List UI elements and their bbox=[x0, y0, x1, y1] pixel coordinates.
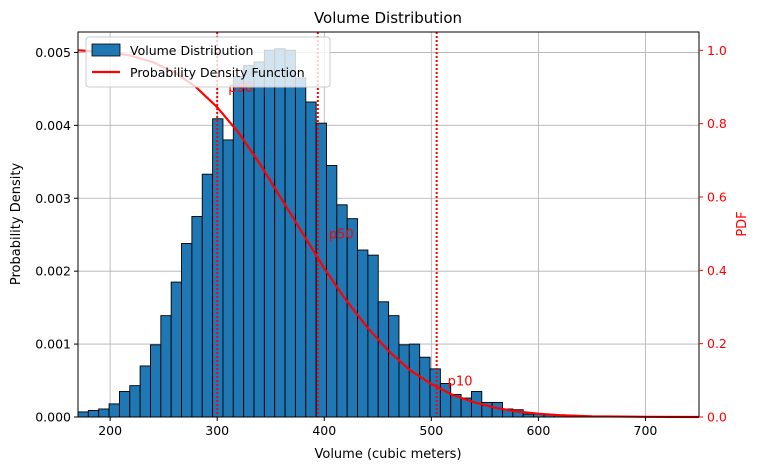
legend-swatch-histogram bbox=[91, 43, 121, 57]
y-tick-label: 0.000 bbox=[35, 410, 71, 425]
histogram-bar bbox=[98, 408, 110, 418]
chart-title: Volume Distribution bbox=[314, 9, 462, 27]
legend: Volume Distribution Probability Density … bbox=[85, 36, 331, 88]
histogram-bar bbox=[398, 344, 410, 418]
legend-label-pdf: Probability Density Function bbox=[130, 65, 305, 80]
legend-label-histogram: Volume Distribution bbox=[130, 43, 253, 58]
histogram-bar bbox=[263, 49, 276, 418]
histogram-bar bbox=[294, 77, 307, 418]
x-tick-label: 500 bbox=[419, 423, 443, 438]
histogram-bar bbox=[367, 254, 379, 418]
histogram-bar bbox=[170, 281, 182, 418]
y2-tick-label: 0.6 bbox=[707, 190, 727, 205]
legend-box bbox=[85, 36, 331, 88]
histogram-bar bbox=[305, 101, 317, 418]
histogram-bars bbox=[77, 48, 597, 418]
histogram-bar bbox=[388, 315, 400, 418]
histogram-bar bbox=[150, 344, 162, 418]
y2-tick-label: 0.2 bbox=[707, 336, 727, 351]
x-tick-label: 600 bbox=[526, 423, 550, 438]
histogram-bar bbox=[191, 216, 203, 418]
y-tick-label: 0.003 bbox=[35, 191, 71, 206]
histogram-bar bbox=[87, 409, 100, 418]
y2-axis-ticks: 0.0 0.2 0.4 0.6 0.8 1.0 bbox=[699, 43, 727, 425]
histogram-bar bbox=[139, 365, 151, 418]
y2-axis-label: PDF bbox=[735, 211, 750, 236]
x-tick-label: 700 bbox=[634, 423, 658, 438]
y-tick-label: 0.004 bbox=[35, 118, 71, 133]
histogram-bar bbox=[160, 315, 172, 418]
histogram-bar bbox=[326, 164, 338, 418]
percentile-lines bbox=[216, 32, 438, 417]
plot-frame bbox=[77, 31, 700, 418]
x-axis-label: Volume (cubic meters) bbox=[314, 447, 461, 462]
x-tick-label: 200 bbox=[98, 423, 122, 438]
histogram-bar bbox=[377, 301, 390, 418]
y2-tick-label: 0.0 bbox=[707, 410, 727, 425]
y2-tick-label: 1.0 bbox=[707, 43, 727, 58]
histogram-bar bbox=[274, 48, 286, 418]
x-axis-ticks: 200 300 400 500 600 700 bbox=[98, 417, 657, 438]
histogram-bar bbox=[284, 49, 296, 418]
histogram-bar bbox=[243, 65, 255, 418]
x-tick-label: 300 bbox=[205, 423, 229, 438]
x-tick-label: 400 bbox=[312, 423, 336, 438]
histogram-bar bbox=[108, 403, 120, 418]
percentile-label: p10 bbox=[448, 374, 473, 389]
histogram-bar bbox=[419, 356, 431, 418]
y-axis-ticks: 0.000 0.001 0.002 0.003 0.004 0.005 bbox=[35, 45, 78, 425]
y2-tick-label: 0.8 bbox=[707, 116, 727, 131]
y-tick-label: 0.005 bbox=[35, 45, 71, 60]
histogram-bar bbox=[357, 249, 369, 418]
histogram-bar bbox=[346, 218, 358, 418]
y-tick-label: 0.002 bbox=[35, 264, 71, 279]
histogram-bar bbox=[118, 391, 131, 418]
histogram-bar bbox=[222, 139, 234, 418]
histogram-bar bbox=[253, 61, 265, 418]
histogram-bar bbox=[408, 343, 421, 418]
y2-tick-label: 0.4 bbox=[707, 263, 727, 278]
histogram-bar bbox=[77, 411, 89, 418]
percentile-label: p50 bbox=[329, 228, 354, 243]
y-tick-label: 0.001 bbox=[35, 337, 71, 352]
histogram-bar bbox=[129, 385, 141, 418]
histogram-bar bbox=[429, 368, 441, 418]
y-axis-label: Probability Density bbox=[9, 163, 24, 286]
histogram-bar bbox=[181, 243, 193, 418]
histogram-bar bbox=[201, 173, 214, 418]
